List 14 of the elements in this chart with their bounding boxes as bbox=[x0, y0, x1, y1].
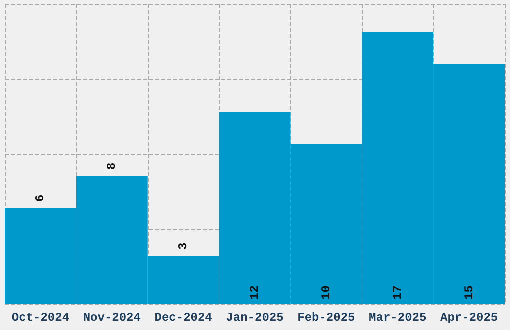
data-label: 3 bbox=[176, 242, 191, 250]
data-label: 8 bbox=[105, 162, 120, 170]
data-label: 15 bbox=[462, 286, 476, 300]
data-label: 10 bbox=[319, 286, 334, 300]
data-label: 12 bbox=[248, 286, 262, 300]
x-tick-label: Jan-2025 bbox=[226, 311, 284, 325]
x-tick-label: Feb-2025 bbox=[298, 311, 356, 325]
data-label: 17 bbox=[390, 286, 405, 300]
data-label: 6 bbox=[34, 194, 48, 202]
x-tick-label: Apr-2025 bbox=[440, 311, 498, 325]
x-tick-label: Nov-2024 bbox=[83, 311, 141, 325]
x-tick-label: Dec-2024 bbox=[154, 311, 212, 325]
x-tick-label: Oct-2024 bbox=[12, 311, 70, 325]
x-tick-label: Mar-2025 bbox=[369, 311, 427, 325]
